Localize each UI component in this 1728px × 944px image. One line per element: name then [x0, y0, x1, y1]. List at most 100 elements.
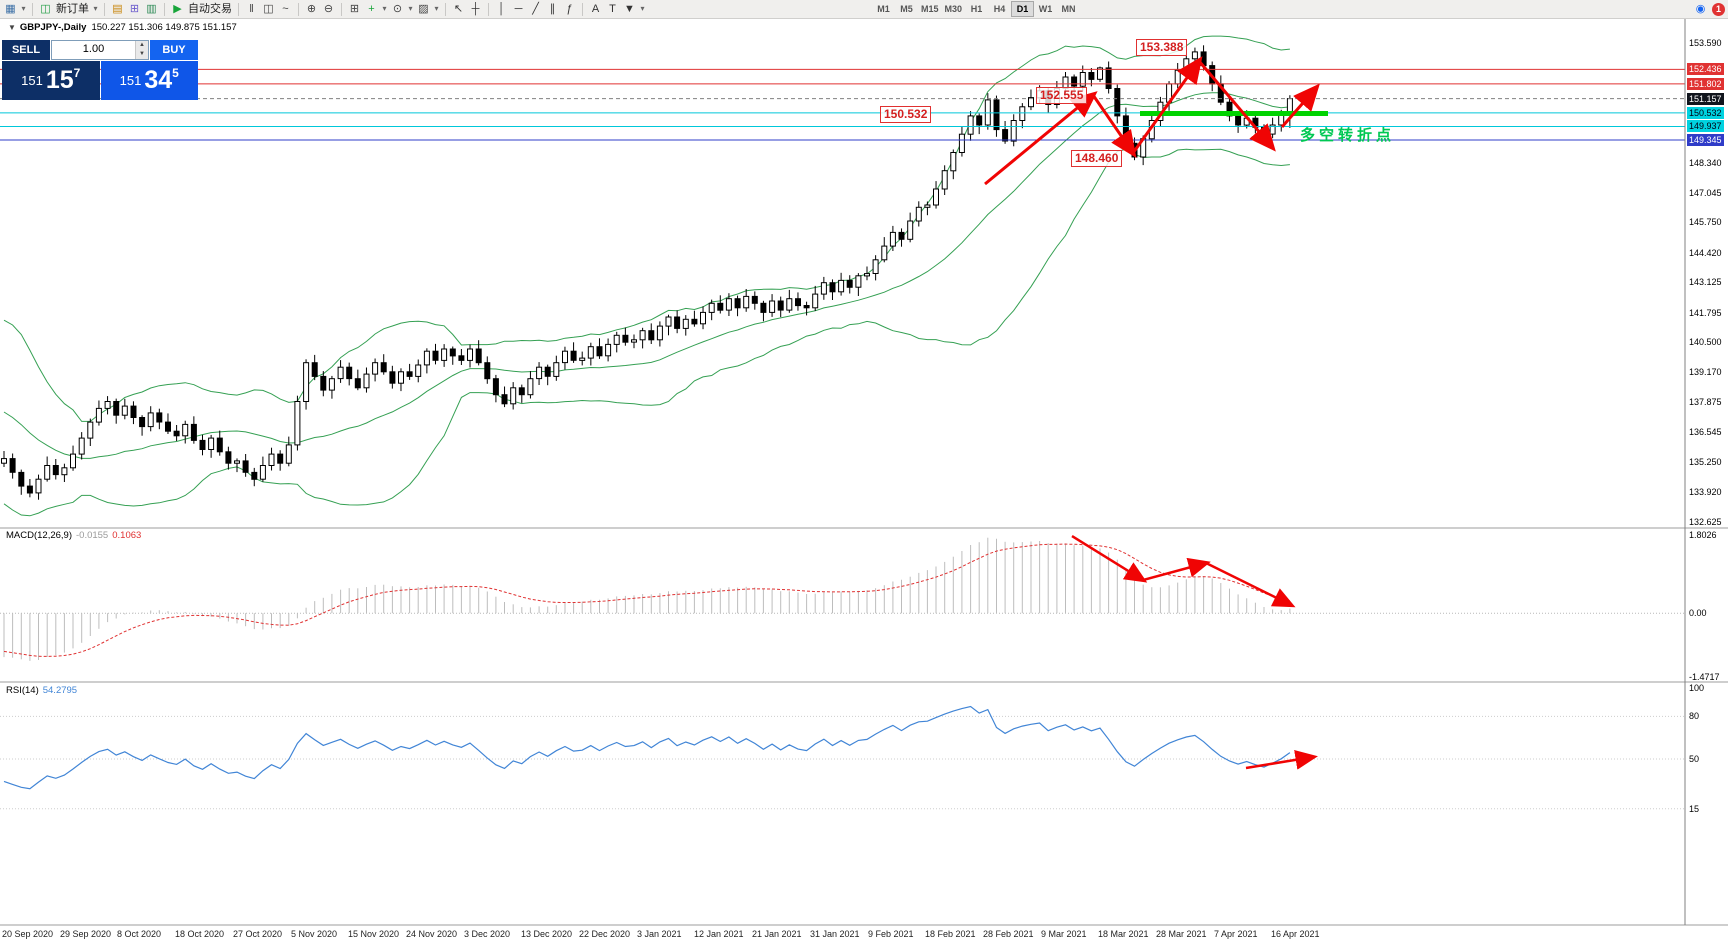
price-label-150532[interactable]: 150.532	[880, 106, 932, 123]
timeframe-D1[interactable]: D1	[1011, 1, 1035, 17]
toolbar-group: ▶ 自动交易	[167, 0, 236, 18]
chart-window-icon[interactable]: ▦	[5, 3, 16, 15]
timeframe-M30[interactable]: M30	[944, 4, 963, 14]
timeframe-H1[interactable]: H1	[970, 4, 983, 14]
auto-trading-label[interactable]: 自动交易	[188, 3, 232, 15]
buy-price-pips: 34	[144, 66, 173, 94]
date-label: 5 Nov 2020	[291, 929, 338, 939]
price-label-148460[interactable]: 148.460	[1071, 150, 1123, 167]
channel-icon[interactable]: ∥	[549, 3, 556, 15]
date-label: 31 Jan 2021	[810, 929, 860, 939]
price-tick-133.920: 133.920	[1689, 487, 1722, 497]
date-label: 20 Sep 2020	[2, 929, 54, 939]
timeframe-MN[interactable]: MN	[1061, 4, 1076, 14]
price-label-153388[interactable]: 153.388	[1136, 39, 1188, 56]
turning-point-annotation[interactable]: 多空转折点	[1300, 127, 1396, 144]
auto-trading-icon[interactable]: ▶	[173, 3, 182, 15]
indicators-icon[interactable]: +	[368, 3, 375, 15]
price-label-152555[interactable]: 152.555	[1036, 87, 1088, 104]
buy-button[interactable]: BUY	[150, 40, 198, 60]
timeframe-W1[interactable]: W1	[1038, 4, 1053, 14]
notification-badge[interactable]: 1	[1712, 2, 1725, 16]
timeframe-H4[interactable]: H4	[993, 4, 1006, 14]
date-label: 22 Dec 2020	[579, 929, 631, 939]
text-icon[interactable]: A	[591, 3, 600, 15]
timeframe-M5[interactable]: M5	[900, 4, 913, 14]
volume-up-icon[interactable]: ▲	[136, 41, 148, 50]
trendline-icon[interactable]: ╱	[532, 3, 539, 15]
toolbar-group: ⊞ + ▾ ⊙ ▾ ▨ ▾	[344, 0, 443, 18]
toolbar-separator	[164, 2, 165, 16]
date-label: 24 Nov 2020	[406, 929, 458, 939]
timeframe-M15[interactable]: M15	[921, 4, 939, 14]
sell-price-pips: 15	[45, 66, 74, 94]
arrows-tool-icon[interactable]: ▼	[624, 3, 635, 15]
volume-input[interactable]: 1.00	[82, 43, 105, 55]
period-caret-icon[interactable]: ▾	[408, 4, 413, 13]
one-click-toggle-icon[interactable]: ▼	[8, 23, 16, 32]
volume-stepper[interactable]: ▲ ▼	[135, 41, 148, 59]
price-tick-136.545: 136.545	[1689, 427, 1722, 437]
macd-signal-value: 0.1063	[112, 530, 142, 541]
template-icon[interactable]: ▨	[418, 3, 429, 15]
toolbar-left: ▦ ▾ ◫ 新订单 ▾ ▤ ⊞ ▥ ▶ 自动交易 ‖ ◫ ~ ⊕ ⊖ ⊞ + ▾ ⊙ ▾ ▨ ▾ ↖ ┼ │ ─ ╱ ∥ ƒ A T ▼ ▾	[0, 0, 1728, 18]
arrows-caret-icon[interactable]: ▾	[640, 4, 645, 13]
date-label: 18 Mar 2021	[1098, 929, 1149, 939]
chart-menu-caret-icon[interactable]: ▾	[21, 4, 26, 13]
timeframe-M1[interactable]: M1	[877, 4, 890, 14]
period-icon[interactable]: ⊙	[392, 3, 403, 15]
price-tick-141.795: 141.795	[1689, 308, 1722, 318]
date-label: 7 Apr 2021	[1214, 929, 1258, 939]
price-tick-148.340: 148.340	[1689, 158, 1722, 168]
data-window-icon[interactable]: ⊞	[129, 3, 140, 15]
toolbar-group: A T ▼ ▾	[585, 0, 649, 18]
buy-price-display[interactable]: 151 34 5	[100, 61, 198, 100]
sell-button[interactable]: SELL	[2, 40, 50, 60]
macd-name: MACD(12,26,9)	[6, 530, 72, 541]
date-label: 15 Nov 2020	[348, 929, 400, 939]
sell-price-point: 7	[73, 66, 81, 80]
one-click-trading-panel: SELL 1.00 ▲ ▼ BUY 151 15 7 151 34 5	[2, 40, 198, 100]
sell-price-display[interactable]: 151 15 7	[2, 61, 100, 100]
vertical-line-icon[interactable]: │	[498, 3, 505, 15]
strategy-tester-icon[interactable]: ▥	[146, 3, 157, 15]
market-watch-icon[interactable]: ▤	[112, 3, 123, 15]
new-order-caret-icon[interactable]: ▾	[93, 4, 98, 13]
line-chart-icon[interactable]: ~	[282, 3, 289, 15]
crosshair-icon[interactable]: ┼	[471, 3, 480, 15]
chart-symbol-period: GBPJPY-,Daily	[19, 22, 87, 33]
toolbar-separator	[104, 2, 105, 16]
date-label: 29 Sep 2020	[60, 929, 112, 939]
date-label: 8 Oct 2020	[117, 929, 162, 939]
zoom-out-icon[interactable]: ⊖	[323, 3, 334, 15]
price-tick-137.875: 137.875	[1689, 397, 1722, 407]
fibonacci-icon[interactable]: ƒ	[566, 3, 573, 15]
volume-down-icon[interactable]: ▼	[136, 50, 148, 59]
toolbar-group: │ ─ ╱ ∥ ƒ	[491, 0, 580, 18]
new-order-label[interactable]: 新订单	[56, 3, 89, 15]
cursor-icon[interactable]: ↖	[453, 3, 464, 15]
label-icon[interactable]: T	[609, 3, 616, 15]
candlestick-chart-icon[interactable]: ◫	[263, 3, 274, 15]
macd-label: MACD(12,26,9) -0.0155 0.1063	[6, 530, 141, 541]
sell-price-int: 151	[21, 73, 43, 88]
news-icon[interactable]: ◉	[1695, 3, 1706, 15]
price-tick-151.802: 151.802	[1687, 78, 1724, 90]
date-label: 18 Oct 2020	[175, 929, 225, 939]
date-label: 16 Apr 2021	[1271, 929, 1320, 939]
chart-ohlc: 150.227 151.306 149.875 151.157	[91, 22, 237, 33]
date-label: 27 Oct 2020	[233, 929, 283, 939]
template-caret-icon[interactable]: ▾	[434, 4, 439, 13]
zoom-in-icon[interactable]: ⊕	[306, 3, 317, 15]
indicators-caret-icon[interactable]: ▾	[382, 4, 387, 13]
price-tick-144.420: 144.420	[1689, 248, 1722, 258]
bar-chart-icon[interactable]: ‖	[249, 3, 254, 15]
new-order-icon[interactable]: ◫	[40, 3, 51, 15]
rsi-value: 54.2795	[42, 685, 78, 696]
timeframe-toolbar: M1 M5 M15 M30 H1 H4 D1 W1 MN	[872, 0, 1080, 18]
price-tick-143.125: 143.125	[1689, 277, 1722, 287]
horizontal-line-icon[interactable]: ─	[514, 3, 523, 15]
tile-windows-icon[interactable]: ⊞	[349, 3, 360, 15]
